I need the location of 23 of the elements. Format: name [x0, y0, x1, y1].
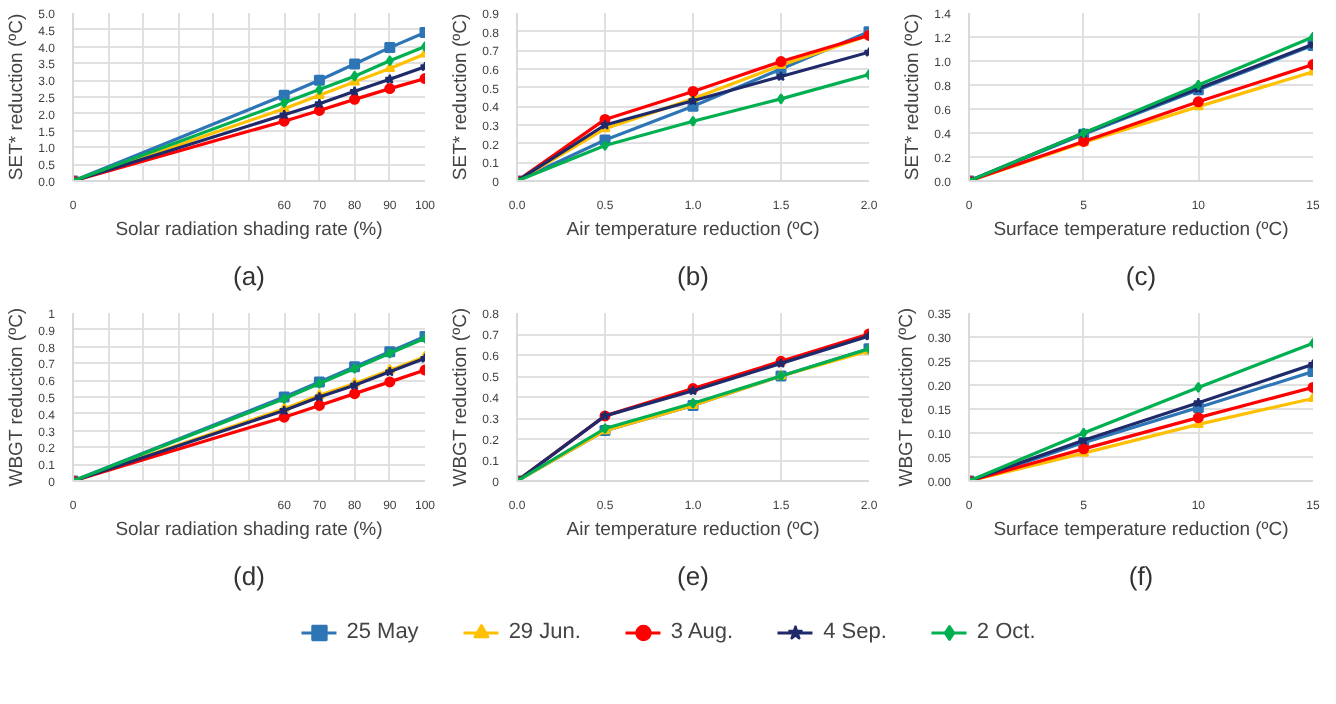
legend-label: 29 Jun.	[508, 620, 581, 644]
y-axis-title: WBGT reduction (ºC)	[895, 307, 918, 487]
legend-label: 25 May	[346, 620, 419, 644]
text: (c)	[1125, 261, 1157, 291]
legend-label: 3 Aug.	[670, 620, 734, 644]
x-axis-title: Surface temperature reduction (ºC)	[993, 519, 1289, 541]
legend-label: 2 Oct.	[976, 620, 1036, 644]
text: (a)	[233, 261, 265, 291]
text: (f)	[1128, 561, 1154, 591]
x-axis-title: Solar radiation shading rate (%)	[115, 519, 383, 541]
x-axis-title: Air temperature reduction (ºC)	[566, 219, 820, 241]
y-axis-title: WBGT reduction (ºC)	[6, 307, 29, 487]
y-axis-title: SET* reduction (ºC)	[902, 13, 925, 181]
x-axis-title: Surface temperature reduction (ºC)	[993, 219, 1289, 241]
y-axis-title: SET* reduction (ºC)	[6, 13, 29, 181]
text: (e)	[677, 561, 709, 591]
x-axis-title: Air temperature reduction (ºC)	[566, 519, 820, 541]
text: (d)	[233, 561, 265, 591]
x-axis-title: Solar radiation shading rate (%)	[115, 219, 383, 241]
y-axis-title: SET* reduction (ºC)	[450, 13, 473, 181]
text: (b)	[677, 261, 709, 291]
legend-label: 4 Sep.	[823, 620, 887, 644]
y-axis-title: WBGT reduction (ºC)	[450, 307, 473, 487]
